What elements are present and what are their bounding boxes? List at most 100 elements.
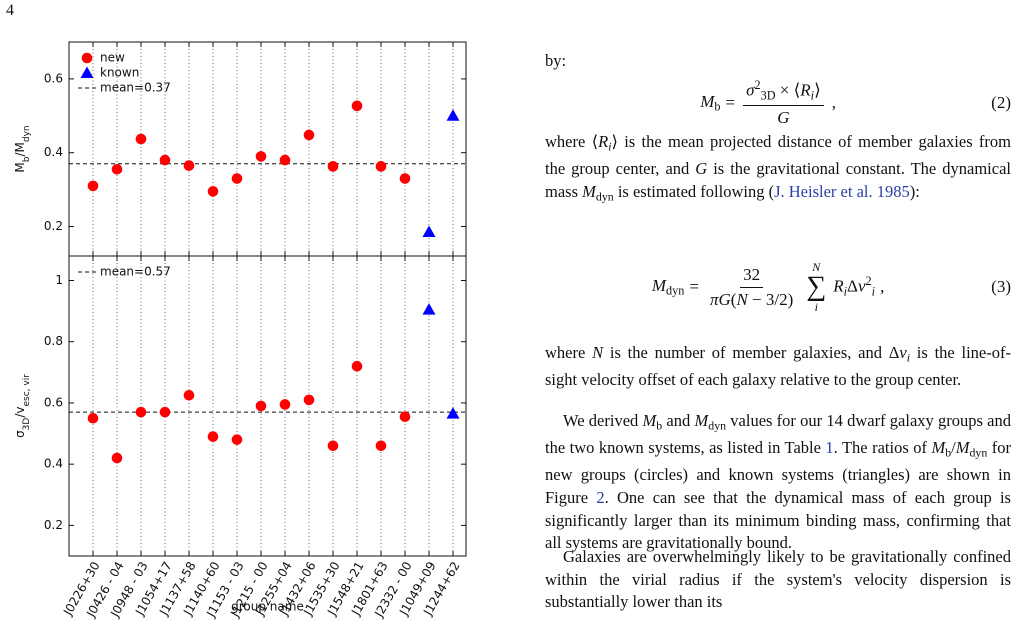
text-run: R: [598, 132, 609, 151]
numerator: 32: [740, 265, 764, 288]
denominator: πG(N − 3/2): [707, 288, 796, 310]
data-point: [183, 389, 195, 401]
equation-sign: =: [689, 277, 699, 296]
text-run: b: [945, 445, 952, 460]
equation-tail: ,: [831, 93, 836, 112]
text-run: (: [730, 289, 737, 309]
text-run: × ⟨: [775, 80, 801, 100]
text-run: 2: [865, 274, 872, 289]
text-run: i: [843, 284, 848, 299]
data-point: [207, 186, 219, 197]
data-point: [255, 151, 267, 162]
y-tick-label: 0.6: [44, 71, 63, 85]
data-point: [279, 154, 291, 166]
paragraph: where ⟨Ri⟩ is the mean projected distanc…: [545, 131, 1011, 208]
data-point: [255, 400, 267, 412]
legend-label: mean=0.37: [100, 81, 171, 95]
plot-frame: [68, 255, 467, 557]
y-axis-label-part: M: [13, 162, 27, 172]
text-run: − 3/2): [747, 289, 794, 309]
text-run: Galaxies are overwhelmingly likely to be…: [545, 547, 1011, 612]
y-tick-label: 0.4: [44, 457, 63, 471]
sum-body: RiΔv2i: [833, 274, 875, 299]
paragraph: Galaxies are overwhelmingly likely to be…: [545, 546, 1011, 614]
fraction: σ23D × ⟨Ri⟩ G: [743, 78, 824, 128]
data-point: [446, 407, 460, 419]
y-axis-label-part: esc, vir: [22, 374, 32, 407]
x-axis-label: group name: [231, 600, 304, 614]
data-point: [207, 431, 219, 442]
data-point: [231, 173, 243, 184]
data-point: [327, 440, 339, 452]
data-point: [279, 399, 291, 410]
y-tick-label: 1: [55, 273, 63, 287]
text-run: dyn: [708, 418, 727, 433]
text-run: where: [545, 343, 593, 362]
y-axis-label-part: /M: [13, 142, 27, 156]
text-run: J. Heisler et al. 1985: [774, 181, 910, 201]
equation-body: Mb = σ23D × ⟨Ri⟩ G,: [545, 78, 991, 128]
y-tick-label: 0.4: [44, 145, 63, 159]
text-run: M: [642, 411, 657, 430]
data-point: [327, 161, 339, 172]
text-run: M: [700, 91, 715, 111]
text-run: is the gravitational constant. The dynam…: [545, 159, 1011, 201]
text-by: by:: [545, 51, 567, 70]
data-point: [351, 360, 363, 372]
data-point: [422, 225, 436, 238]
y-axis-label-part: /v: [13, 407, 27, 418]
y-tick-label: 0.2: [44, 518, 63, 532]
text-run: M: [582, 181, 596, 201]
page-number: 4: [6, 2, 14, 19]
text-run: for new groups (circles) and known syste…: [545, 438, 1012, 507]
text-run: We derived: [563, 411, 643, 430]
data-point: [351, 100, 363, 112]
text-run: ⟩ is the mean projected distance of memb…: [545, 132, 1011, 179]
y-axis-label-part: dyn: [22, 125, 32, 142]
data-point: [87, 180, 99, 192]
data-point: [111, 452, 123, 464]
legend-label: new: [100, 51, 125, 65]
text-run: R: [800, 80, 811, 100]
text-run: M: [651, 275, 667, 295]
equation-2: Mb = σ23D × ⟨Ri⟩ G, (2): [545, 78, 1011, 128]
equation-number: (3): [991, 277, 1011, 296]
data-point: [303, 394, 315, 406]
text-run: N: [736, 289, 748, 309]
data-point: [375, 440, 387, 452]
text-run: i: [608, 139, 612, 154]
text-run: σ: [746, 80, 755, 100]
text-run: . One can see that the dynamical mass of…: [545, 487, 1011, 553]
text-run: . The ratios of: [833, 438, 932, 458]
text-run: where ⟨: [545, 132, 599, 151]
text-run: values for our 14 dwarf galaxy groups an…: [545, 411, 1011, 458]
text-run: πG: [709, 289, 731, 309]
y-tick-label: 0.8: [44, 334, 63, 348]
text-run: i: [810, 88, 815, 103]
data-point: [159, 406, 171, 418]
data-point: [375, 161, 387, 172]
data-point: [422, 303, 436, 315]
text-run: Δ: [847, 277, 858, 297]
equation-body: Mdyn = 32 πG(N − 3/2) N ∑ i RiΔv2i,: [545, 261, 991, 313]
equation-sign: =: [725, 93, 736, 112]
data-point: [231, 434, 243, 445]
sum-top: N: [812, 260, 821, 274]
paragraph: We derived Mb and Mdyn values for our 14…: [545, 410, 1011, 555]
data-point: [87, 412, 99, 424]
data-point: [446, 109, 460, 121]
legend-marker: [80, 66, 94, 78]
y-axis-label-part: 3D: [22, 418, 32, 431]
y-tick-label: 0.2: [44, 219, 63, 233]
equation-3: Mdyn = 32 πG(N − 3/2) N ∑ i RiΔv2i, (3): [545, 248, 1011, 326]
text-run: is the number of member galaxies, and Δ: [603, 343, 900, 362]
data-point: [135, 406, 147, 418]
y-axis-label-part: b: [22, 156, 32, 162]
text-run: ⟩: [814, 80, 821, 100]
y-axis-label-part: σ: [13, 430, 27, 438]
text-run: v: [899, 343, 907, 362]
data-point: [399, 173, 411, 184]
equation-lhs: Mdyn: [652, 276, 685, 299]
y-axis-label: σ3D/vesc, vir: [13, 374, 32, 438]
